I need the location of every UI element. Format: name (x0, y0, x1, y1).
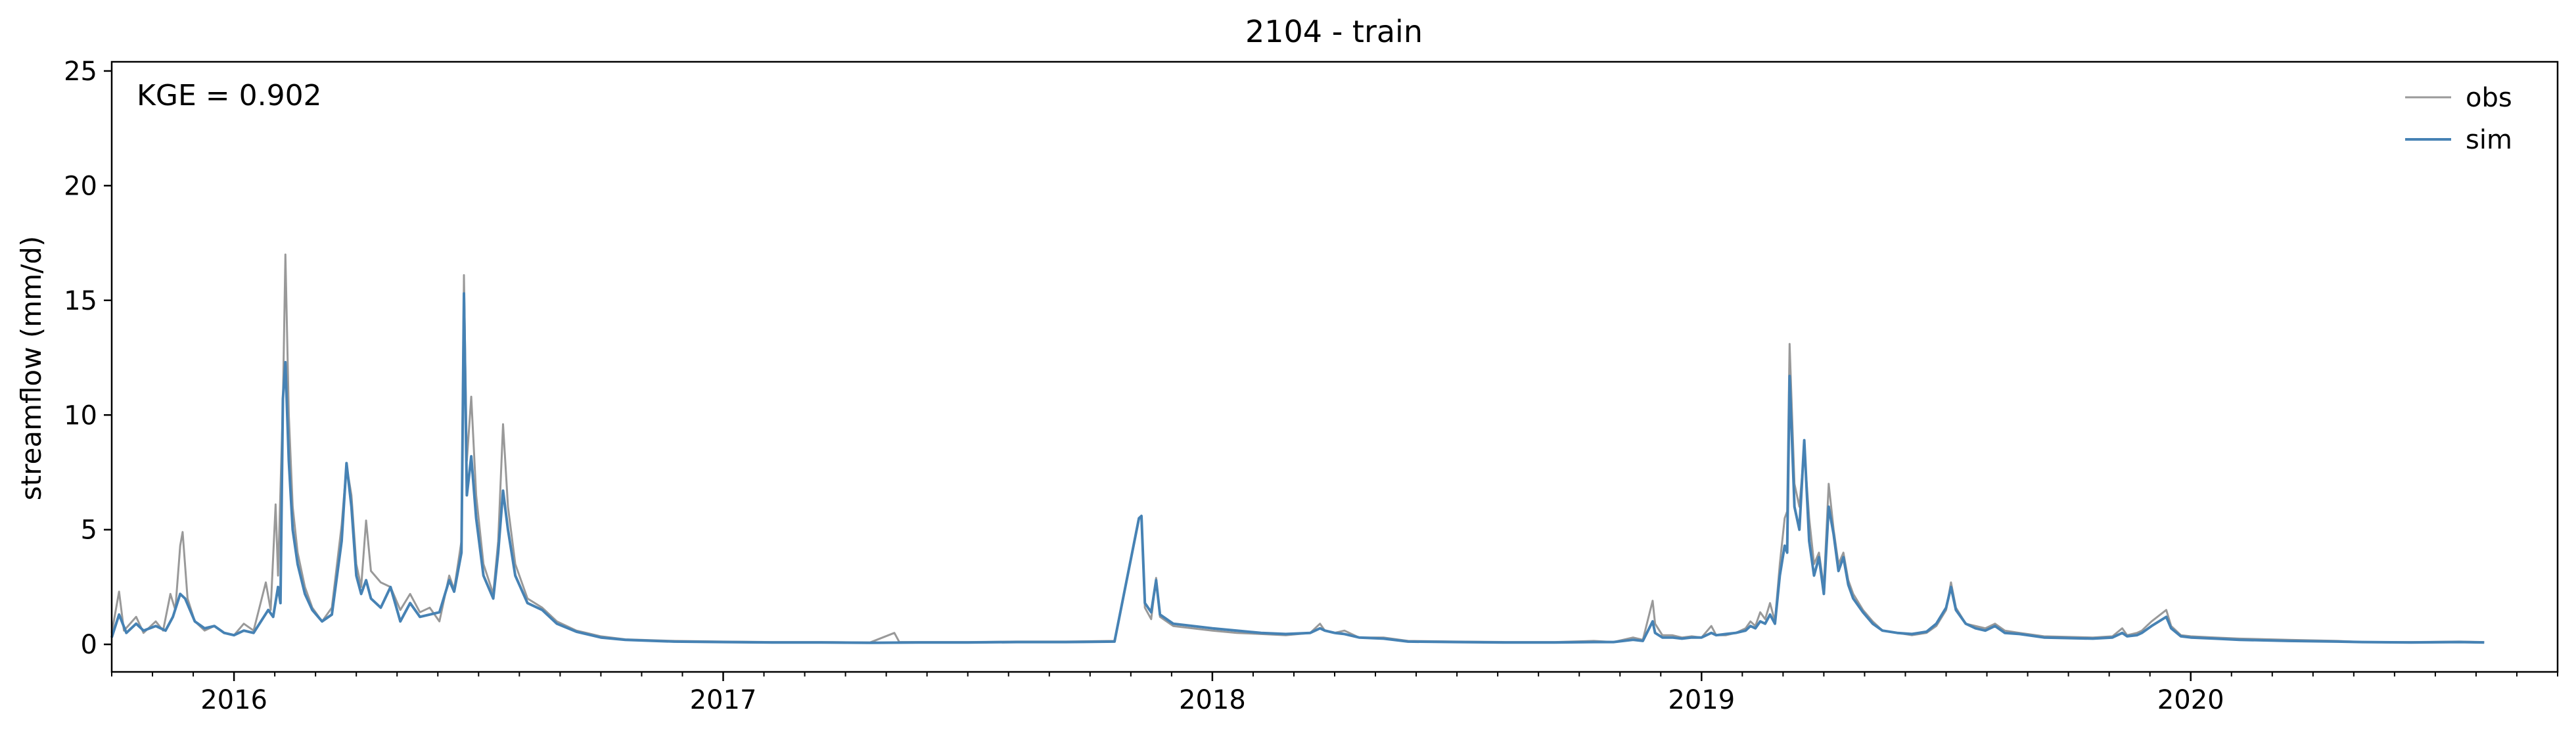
y-tick-label: 5 (81, 515, 97, 546)
series-line-sim (110, 292, 2485, 644)
chart-title: 2104 - train (1245, 14, 1423, 49)
y-tick-label: 10 (64, 400, 97, 431)
legend-label-obs: obs (2466, 83, 2512, 113)
legend-label-sim: sim (2466, 125, 2512, 155)
series-layer (110, 253, 2485, 644)
x-tick-label: 2020 (2157, 685, 2224, 715)
y-axis-label: streamflow (mm/d) (15, 236, 47, 500)
x-tick-label: 2019 (1668, 685, 1735, 715)
y-axis-ticks: 0 5 10 15 20 25 (64, 57, 112, 660)
x-tick-label: 2016 (200, 685, 267, 715)
plot-frame (110, 60, 2559, 673)
x-tick-label: 2017 (690, 685, 757, 715)
y-tick-label: 20 (64, 171, 97, 201)
x-axis-ticks: 2016 2017 2018 2019 2020 (111, 672, 2558, 715)
y-tick-label: 0 (81, 630, 97, 660)
kge-annotation: KGE = 0.902 (137, 79, 322, 112)
y-tick-label: 25 (64, 57, 97, 87)
y-tick-label: 15 (64, 286, 97, 316)
x-tick-label: 2018 (1179, 685, 1246, 715)
legend: obs sim (2405, 83, 2512, 155)
